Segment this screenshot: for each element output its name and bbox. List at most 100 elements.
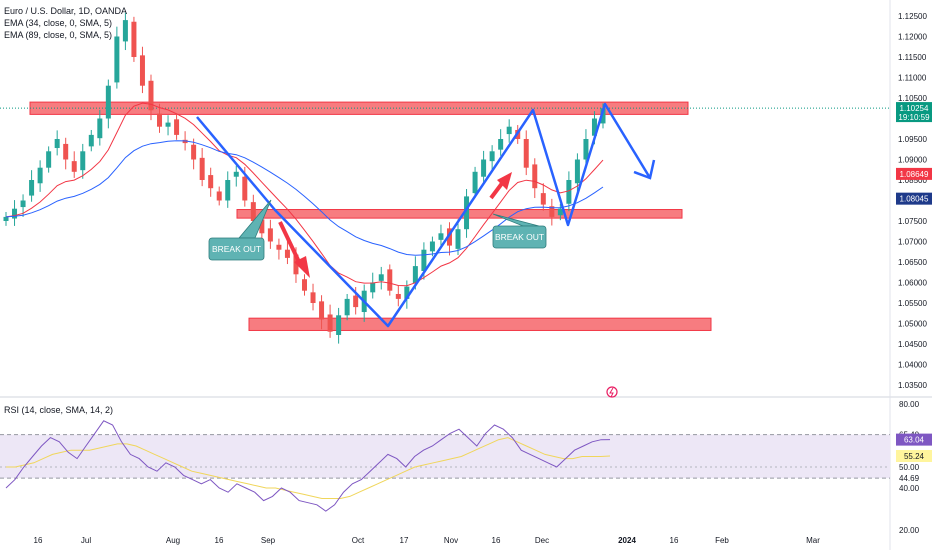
candle-body xyxy=(105,85,111,119)
time-tick-label: 16 xyxy=(670,536,679,545)
rsi-value-label-bg xyxy=(896,433,932,446)
time-tick-label: Dec xyxy=(535,536,549,545)
time-tick-label: 2024 xyxy=(618,536,636,545)
rsi-band xyxy=(0,434,890,479)
price-tick-label: 1.07500 xyxy=(898,217,927,226)
candle-body xyxy=(139,55,145,86)
rsi-legend[interactable]: RSI (14, close, SMA, 14, 2) xyxy=(4,405,114,415)
rsi-tick-label: 20.00 xyxy=(899,526,920,535)
time-tick-label: Aug xyxy=(166,536,180,545)
candle-body xyxy=(336,315,342,335)
zigzag-arrowhead xyxy=(633,159,656,180)
price-tick-label: 1.11500 xyxy=(898,53,927,62)
ema89-value-label: 1.08045 xyxy=(900,195,929,204)
zigzag-drawing xyxy=(196,102,652,328)
candle-body xyxy=(404,286,410,299)
price-tick-label: 1.12000 xyxy=(898,33,927,42)
time-tick-label: Oct xyxy=(352,536,365,545)
candle-body xyxy=(174,119,180,135)
price-tick-label: 1.06500 xyxy=(898,258,927,267)
candle-body xyxy=(302,279,307,291)
time-tick-label: Nov xyxy=(444,536,458,545)
price-tick-label: 1.05500 xyxy=(898,299,927,308)
price-tick-label: 1.10500 xyxy=(898,94,927,103)
candle-body xyxy=(600,108,606,124)
ema34-legend[interactable]: EMA (34, close, 0, SMA, 5) xyxy=(4,18,113,28)
last-price-label: 1.10254 xyxy=(900,104,929,113)
callout-box xyxy=(208,237,265,261)
candle-body xyxy=(216,191,222,201)
candle-body xyxy=(182,139,188,144)
candle-body xyxy=(446,228,452,246)
price-tick-label: 1.06000 xyxy=(898,279,927,288)
callout-box xyxy=(492,225,547,249)
candle-body xyxy=(591,118,597,136)
lightning-icon xyxy=(606,386,618,398)
support-zone xyxy=(248,317,712,331)
candle-body xyxy=(88,134,94,147)
red-arrowhead-up xyxy=(497,172,512,190)
candle-body xyxy=(455,229,461,249)
rsi-tick-label: 80.00 xyxy=(899,400,920,409)
candle-body xyxy=(412,266,418,284)
rsi-tick-label: 50.00 xyxy=(899,463,920,472)
red-arrow-down xyxy=(278,221,303,267)
price-tick-label: 1.11000 xyxy=(898,74,927,83)
candle-body xyxy=(63,143,69,160)
candle-body xyxy=(310,292,316,303)
candle-body xyxy=(378,274,384,281)
ema34-value-label: 1.08649 xyxy=(900,170,929,179)
candle-body xyxy=(165,122,171,127)
candle-body xyxy=(20,200,26,208)
time-tick-label: Sep xyxy=(261,536,276,545)
middle-zone xyxy=(236,209,683,219)
breakout-callout-2: BREAK OUT xyxy=(492,213,547,249)
price-tick-label: 1.05000 xyxy=(898,320,927,329)
rsi-ma-line xyxy=(6,437,611,499)
red-arrow-up xyxy=(489,180,505,200)
candle-body xyxy=(574,159,580,184)
candle-body xyxy=(157,113,163,127)
candle-body xyxy=(464,196,470,230)
candle-body xyxy=(344,298,350,316)
candle-body xyxy=(327,314,333,332)
ema34-line xyxy=(5,102,604,287)
price-tick-label: 1.12500 xyxy=(898,12,927,21)
candle-body xyxy=(481,159,487,177)
rsi-line xyxy=(5,420,611,512)
candle-body xyxy=(148,80,154,111)
callout-label: BREAK OUT xyxy=(212,244,261,254)
candle-body xyxy=(293,254,299,275)
ema89-value-label-bg xyxy=(896,192,932,205)
candle-body xyxy=(284,249,290,258)
rsi-ma-value-label: 55.24 xyxy=(904,452,925,461)
candle-body xyxy=(259,219,265,234)
candle-body xyxy=(191,144,197,160)
symbol-title[interactable]: Euro / U.S. Dollar, 1D, OANDA xyxy=(4,6,128,16)
candle-body xyxy=(131,21,137,58)
candle-body xyxy=(429,241,435,252)
ema89-legend[interactable]: EMA (89, close, 0, SMA, 5) xyxy=(4,30,113,40)
candle-body xyxy=(276,244,282,250)
price-tick-label: 1.08500 xyxy=(898,176,927,185)
candle-body xyxy=(250,202,256,221)
candle-body xyxy=(233,171,239,177)
candle-body xyxy=(498,139,504,150)
rsi-tick-label: 44.69 xyxy=(899,474,920,483)
price-tick-label: 1.04000 xyxy=(898,361,927,370)
candle-body xyxy=(29,180,35,196)
candle-body xyxy=(267,228,273,242)
resistance-zone xyxy=(29,101,689,115)
candle-body xyxy=(557,208,563,216)
candle-body xyxy=(37,167,43,184)
time-tick-label: Feb xyxy=(715,536,729,545)
candle-body xyxy=(395,293,401,299)
candle-body xyxy=(549,206,555,217)
time-tick-label: Mar xyxy=(806,536,820,545)
candle-body xyxy=(353,295,359,308)
ema89-line xyxy=(5,140,604,256)
candle-body xyxy=(3,216,9,221)
candle-body xyxy=(472,171,478,194)
